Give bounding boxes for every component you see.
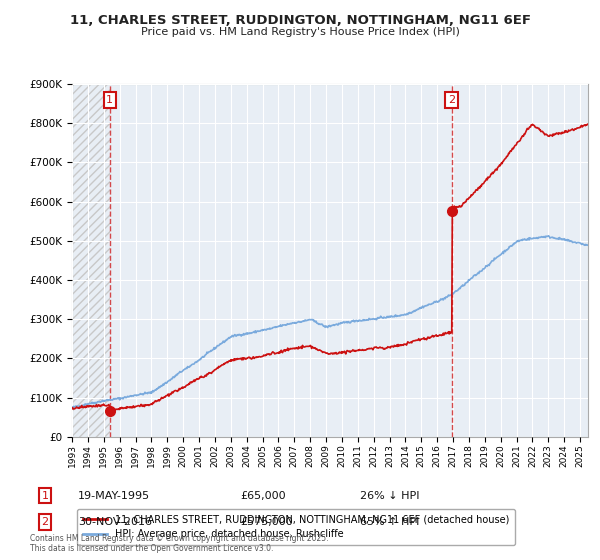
- Legend: 11, CHARLES STREET, RUDDINGTON, NOTTINGHAM, NG11 6EF (detached house), HPI: Aver: 11, CHARLES STREET, RUDDINGTON, NOTTINGH…: [77, 508, 515, 545]
- Text: 11, CHARLES STREET, RUDDINGTON, NOTTINGHAM, NG11 6EF: 11, CHARLES STREET, RUDDINGTON, NOTTINGH…: [70, 14, 530, 27]
- Text: 26% ↓ HPI: 26% ↓ HPI: [360, 491, 419, 501]
- Text: 30-NOV-2016: 30-NOV-2016: [78, 517, 152, 527]
- Text: Price paid vs. HM Land Registry's House Price Index (HPI): Price paid vs. HM Land Registry's House …: [140, 27, 460, 37]
- Text: 1: 1: [41, 491, 49, 501]
- Text: 19-MAY-1995: 19-MAY-1995: [78, 491, 150, 501]
- Text: £575,000: £575,000: [240, 517, 293, 527]
- Text: 1: 1: [106, 95, 113, 105]
- Text: 2: 2: [41, 517, 49, 527]
- Text: 2: 2: [448, 95, 455, 105]
- Text: Contains HM Land Registry data © Crown copyright and database right 2025.
This d: Contains HM Land Registry data © Crown c…: [30, 534, 329, 553]
- Text: £65,000: £65,000: [240, 491, 286, 501]
- Text: 65% ↑ HPI: 65% ↑ HPI: [360, 517, 419, 527]
- Bar: [72, 84, 110, 437]
